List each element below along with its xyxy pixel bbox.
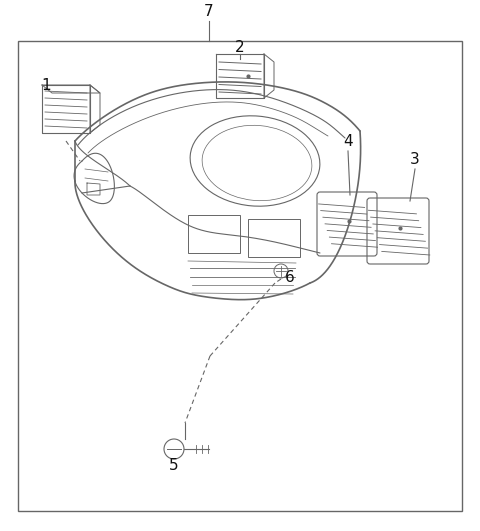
Text: 7: 7 — [204, 4, 214, 20]
Text: 4: 4 — [343, 133, 353, 149]
Text: 1: 1 — [41, 78, 51, 92]
Text: 2: 2 — [235, 40, 245, 56]
Text: 6: 6 — [285, 270, 295, 286]
Bar — [18, 41, 462, 511]
Text: 5: 5 — [169, 458, 179, 474]
Text: 3: 3 — [410, 151, 420, 167]
